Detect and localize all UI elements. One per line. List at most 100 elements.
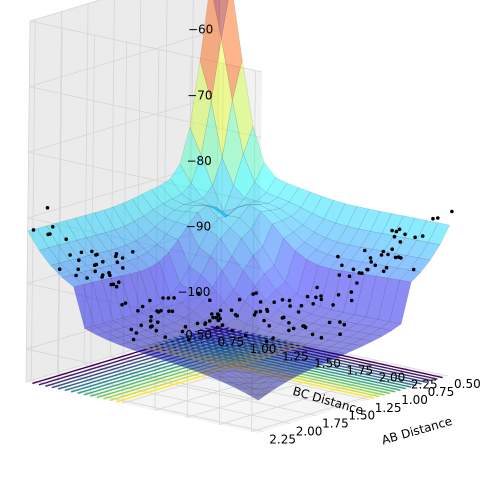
trajectory-point-70 bbox=[258, 309, 263, 314]
surface-patch-230 bbox=[238, 337, 262, 348]
surface-patch-216 bbox=[206, 328, 229, 341]
surface-patch-247 bbox=[229, 346, 252, 355]
trajectory-point-59 bbox=[271, 336, 276, 340]
trajectory-point-91 bbox=[210, 312, 214, 316]
surface-patch-171 bbox=[267, 309, 290, 325]
surface-patch-183 bbox=[162, 310, 185, 323]
trajectory-point-141 bbox=[76, 267, 80, 272]
surface-patch-379 bbox=[293, 365, 317, 372]
surface-patch-15 bbox=[265, 177, 288, 198]
surface-patch-302 bbox=[222, 353, 244, 362]
surface-patch-284 bbox=[379, 321, 402, 331]
grid-x-wall-7 bbox=[30, 19, 36, 381]
surface-patch-38 bbox=[300, 191, 323, 214]
surface-patch-151 bbox=[139, 267, 162, 310]
surface-patch-224 bbox=[269, 323, 292, 335]
surface-patch-93 bbox=[315, 237, 338, 255]
surface-patch-185 bbox=[120, 273, 142, 316]
trajectory-point-152 bbox=[68, 253, 72, 257]
surface-patch-42 bbox=[195, 204, 217, 208]
surface-patch-47 bbox=[248, 204, 271, 212]
surface-patch-234 bbox=[387, 267, 410, 281]
surface-patch-214 bbox=[248, 328, 271, 340]
trajectory-point-6 bbox=[403, 232, 407, 237]
contour-line-b-7 bbox=[173, 337, 406, 390]
surface-patch-323 bbox=[245, 358, 268, 368]
surface-patch-55 bbox=[323, 199, 346, 224]
surface-patch-69 bbox=[292, 224, 315, 243]
surface-patch-64 bbox=[281, 216, 304, 233]
surface-patch-159 bbox=[404, 217, 427, 241]
surface-patch-2 bbox=[199, 0, 222, 102]
grid-z-right-3 bbox=[28, 94, 219, 153]
surface-patch-265 bbox=[283, 335, 306, 343]
surface-patch-66 bbox=[335, 203, 358, 227]
surface-patch-114 bbox=[327, 241, 350, 259]
trajectory-point-92 bbox=[208, 298, 212, 303]
trajectory-point-118 bbox=[121, 266, 125, 270]
surface-patch-92 bbox=[337, 226, 360, 246]
surface-patch-290 bbox=[168, 338, 191, 346]
surface-patch-43 bbox=[173, 204, 197, 212]
surface-patch-352 bbox=[141, 350, 165, 358]
trajectory-point-56 bbox=[299, 303, 304, 308]
trajectory-point-153 bbox=[57, 267, 62, 272]
trajectory-point-7 bbox=[386, 252, 390, 257]
contour-line-b-6 bbox=[178, 335, 412, 388]
trajectory-point-142 bbox=[114, 254, 118, 259]
surface-patch-31 bbox=[247, 200, 269, 205]
surface-patch-384 bbox=[209, 371, 232, 378]
trajectory-point-112 bbox=[149, 315, 153, 319]
trajectory-point-144 bbox=[101, 260, 105, 264]
trajectory-point-93 bbox=[186, 338, 191, 342]
surface-patch-9 bbox=[179, 126, 202, 184]
trajectory-point-77 bbox=[258, 300, 263, 304]
surface-patch-73 bbox=[208, 217, 231, 239]
surface-patch-280 bbox=[273, 340, 297, 348]
surface-patch-328 bbox=[308, 344, 332, 352]
x-tick-label-3: 1.25 bbox=[375, 401, 402, 415]
surface-patch-295 bbox=[264, 346, 287, 354]
surface-patch-172 bbox=[183, 311, 206, 326]
surface-patch-94 bbox=[294, 242, 317, 260]
surface-patch-126 bbox=[317, 254, 340, 269]
surface-patch-120 bbox=[360, 231, 383, 250]
surface-patch-252 bbox=[271, 333, 295, 342]
surface-patch-339 bbox=[256, 359, 280, 366]
surface-patch-248 bbox=[399, 269, 422, 283]
surface-patch-74 bbox=[187, 212, 210, 249]
surface-patch-112 bbox=[95, 232, 118, 252]
surface-patch-70 bbox=[271, 220, 294, 239]
surface-patch-268 bbox=[219, 346, 243, 355]
trajectory-point-80 bbox=[229, 308, 234, 313]
surface-patch-318 bbox=[339, 336, 362, 345]
surface-patch-209 bbox=[69, 257, 91, 273]
grid-z-left-0 bbox=[26, 348, 259, 401]
trajectory-point-41 bbox=[305, 294, 310, 299]
surface-patch-133 bbox=[128, 257, 150, 272]
surface-patch-386 bbox=[262, 375, 286, 383]
surface-patch-227 bbox=[80, 269, 103, 283]
surface-patch-44 bbox=[131, 194, 154, 217]
surface-patch-389 bbox=[200, 371, 222, 378]
surface-patch-150 bbox=[223, 289, 246, 319]
surface-patch-262 bbox=[103, 320, 126, 330]
contour-line-b-9 bbox=[163, 340, 396, 393]
surface-patch-279 bbox=[73, 284, 95, 329]
surface-patch-314 bbox=[213, 353, 235, 361]
surface-patch-3 bbox=[232, 59, 254, 155]
grid-x-wall-3 bbox=[136, 0, 142, 349]
surface-patch-62 bbox=[197, 205, 219, 231]
surface-patch-220 bbox=[38, 247, 61, 266]
trajectory-point-106 bbox=[161, 296, 165, 300]
surface-patch-377 bbox=[260, 370, 284, 378]
surface-patch-97 bbox=[210, 238, 233, 272]
surface-patch-53 bbox=[290, 207, 313, 226]
trajectory-point-145 bbox=[111, 282, 116, 287]
trajectory-point-15 bbox=[384, 265, 389, 270]
surface-patch-358 bbox=[153, 354, 177, 362]
surface-patch-174 bbox=[395, 237, 418, 256]
trajectory-point-123 bbox=[134, 331, 139, 335]
surface-patch-160 bbox=[383, 235, 406, 254]
